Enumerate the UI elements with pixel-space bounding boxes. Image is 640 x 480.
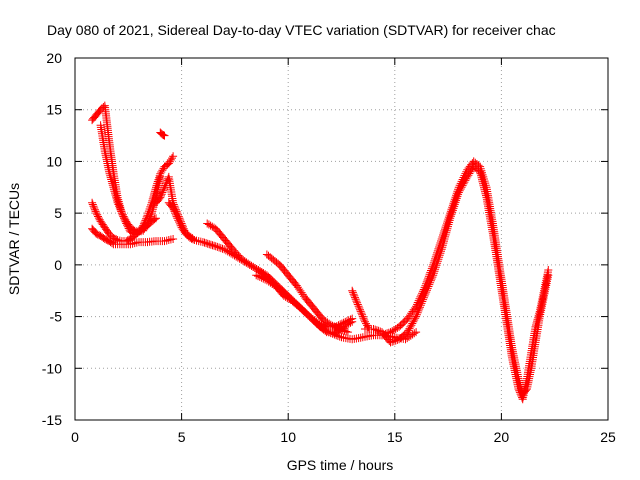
data-point-markers [88,198,160,246]
y-tick-label: -15 [42,412,62,428]
data-point-markers [88,101,178,238]
x-tick-label: 10 [280,429,296,445]
y-tick-label: 10 [46,153,62,169]
plot-frame [74,57,609,421]
x-tick-label: 0 [71,429,79,445]
chart-title: Day 080 of 2021, Sidereal Day-to-day VTE… [47,22,556,38]
data-point-markers [378,157,553,399]
series-track-j [262,250,352,337]
y-tick-label: 5 [54,205,62,221]
series-track-m [378,157,553,399]
y-tick-label: -10 [42,360,62,376]
series-track-d [88,198,160,246]
series-track-h [203,219,357,338]
ticks-layer: 0 5 10 15 20 25 -15 -10 -5 0 5 10 15 20 [42,50,616,445]
y-tick-label: 15 [46,102,62,118]
x-tick-label: 15 [387,429,403,445]
series-track-f [156,128,169,140]
data-point-markers [262,250,352,337]
y-axis-label: SDTVAR / TECUs [6,183,22,295]
x-tick-label: 20 [494,429,510,445]
x-tick-label: 5 [178,429,186,445]
data-point-markers [203,219,357,338]
x-tick-label: 25 [600,429,616,445]
data-layer [88,101,553,404]
data-point-markers [156,128,169,140]
y-tick-label: -5 [50,309,63,325]
y-tick-label: 20 [46,50,62,66]
series-track-b [88,101,178,238]
y-tick-label: 0 [54,257,62,273]
x-axis-label: GPS time / hours [287,457,394,473]
